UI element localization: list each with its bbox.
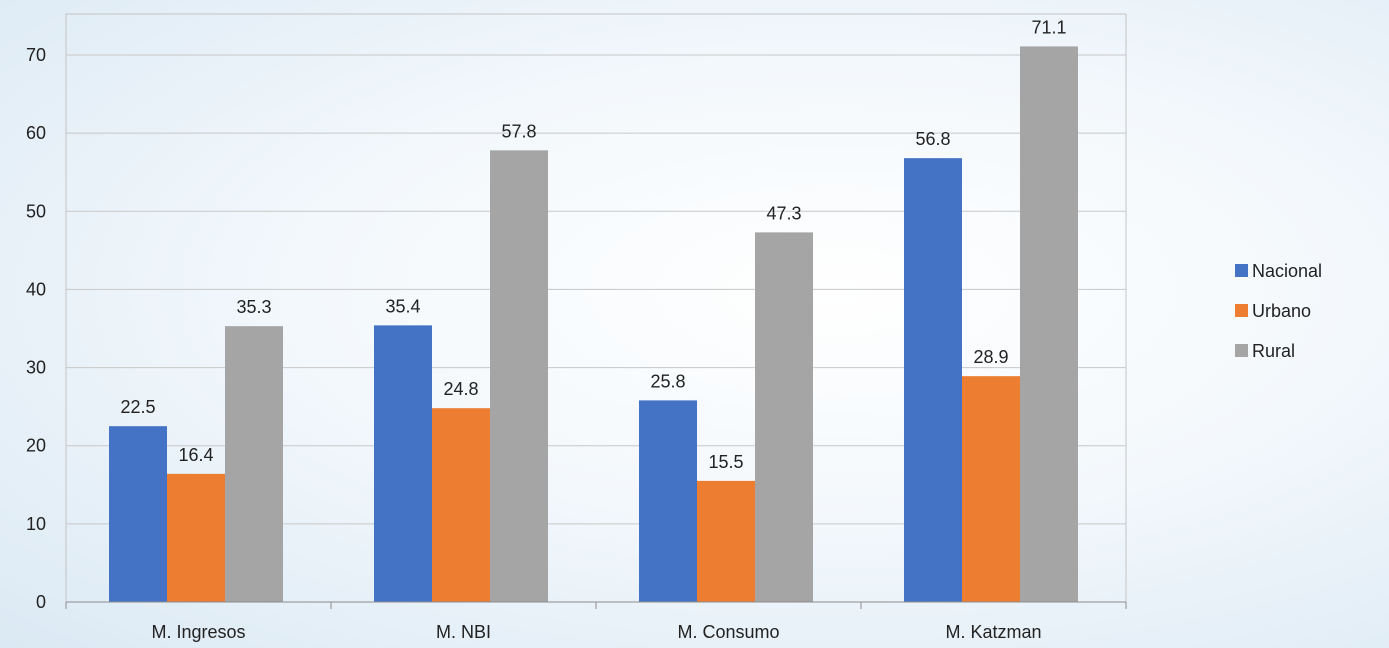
legend: Nacional Urbano Rural bbox=[1235, 261, 1322, 361]
bar-urbano bbox=[432, 408, 490, 602]
data-label: 24.8 bbox=[443, 379, 478, 399]
legend-label: Urbano bbox=[1252, 301, 1311, 321]
data-label: 25.8 bbox=[650, 371, 685, 391]
data-label: 71.1 bbox=[1031, 17, 1066, 37]
bars bbox=[109, 46, 1078, 603]
y-tick-label: 40 bbox=[26, 279, 46, 299]
x-axis: M. Ingresos M. NBI M. Consumo M. Katzman bbox=[65, 601, 1127, 642]
legend-label: Rural bbox=[1252, 341, 1295, 361]
y-tick-label: 0 bbox=[36, 592, 46, 612]
bar-urbano bbox=[167, 473, 225, 602]
y-tick-label: 10 bbox=[26, 514, 46, 534]
legend-swatch bbox=[1235, 264, 1248, 277]
bar-rural bbox=[1020, 46, 1078, 602]
legend-swatch bbox=[1235, 344, 1248, 357]
bar-nacional bbox=[904, 158, 962, 603]
bar-nacional bbox=[374, 325, 432, 602]
data-label: 28.9 bbox=[973, 347, 1008, 367]
data-label: 56.8 bbox=[915, 129, 950, 149]
bar-rural bbox=[490, 150, 548, 602]
data-label: 35.3 bbox=[236, 297, 271, 317]
data-label: 22.5 bbox=[120, 397, 155, 417]
data-label: 16.4 bbox=[178, 445, 213, 465]
data-label: 57.8 bbox=[501, 121, 536, 141]
x-tick-label: M. Consumo bbox=[677, 622, 779, 642]
bar-urbano bbox=[697, 480, 755, 602]
bar-rural bbox=[755, 232, 813, 603]
bar-nacional bbox=[639, 400, 697, 602]
legend-label: Nacional bbox=[1252, 261, 1322, 281]
y-tick-label: 50 bbox=[26, 201, 46, 221]
legend-swatch bbox=[1235, 304, 1248, 317]
x-tick-label: M. Katzman bbox=[945, 622, 1041, 642]
y-tick-label: 70 bbox=[26, 45, 46, 65]
bar-rural bbox=[225, 326, 283, 602]
data-labels: 22.5 16.4 35.3 35.4 24.8 57.8 25.8 15.5 47.3 56.8… bbox=[120, 17, 1066, 471]
y-tick-label: 60 bbox=[26, 123, 46, 143]
y-tick-label: 30 bbox=[26, 358, 46, 378]
x-tick-label: M. Ingresos bbox=[151, 622, 245, 642]
y-tick-label: 20 bbox=[26, 436, 46, 456]
data-label: 15.5 bbox=[708, 452, 743, 472]
data-label: 47.3 bbox=[766, 203, 801, 223]
bar-urbano bbox=[962, 376, 1020, 602]
bar-nacional bbox=[109, 426, 167, 602]
data-label: 35.4 bbox=[385, 296, 420, 316]
y-axis: 0 10 20 30 40 50 60 70 bbox=[26, 45, 46, 612]
x-tick-label: M. NBI bbox=[436, 622, 491, 642]
